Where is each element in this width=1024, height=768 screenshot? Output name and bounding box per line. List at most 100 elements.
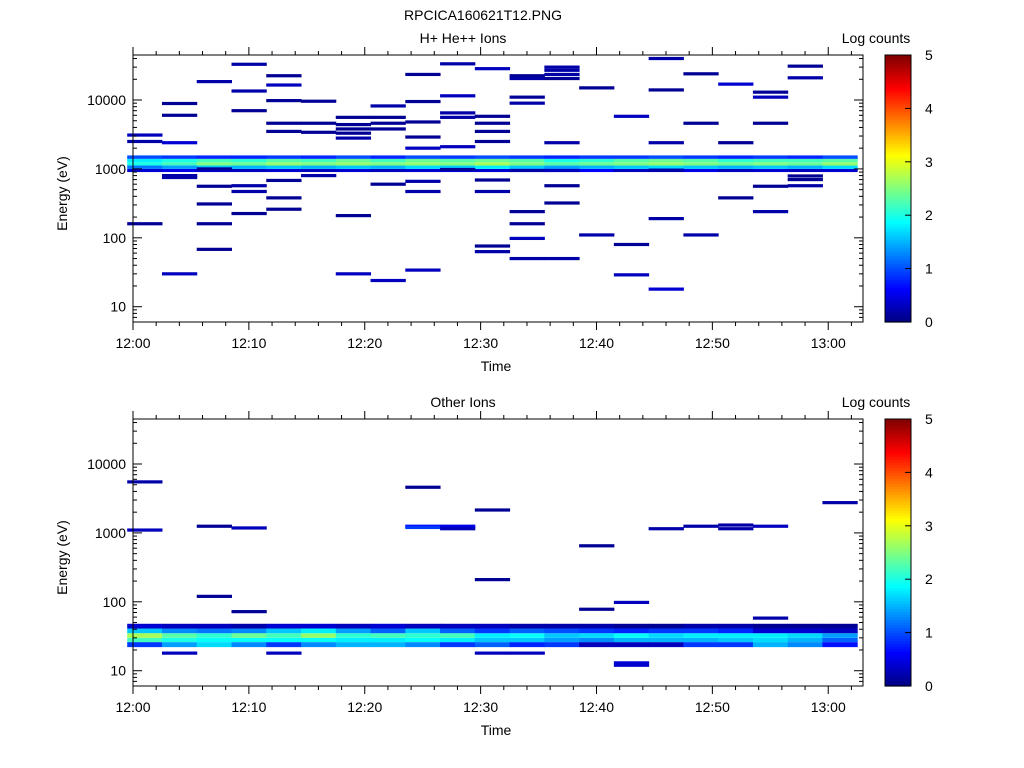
colorbar-swatch (885, 472, 911, 476)
heatmap-cell (266, 99, 302, 103)
heatmap-cell (301, 633, 337, 638)
colorbar-swatch (885, 65, 911, 69)
heatmap-cell (752, 524, 789, 528)
heatmap-cell (370, 121, 406, 125)
heatmap-cell (335, 122, 372, 127)
heatmap-cells (127, 480, 858, 667)
heatmap-cell (787, 184, 823, 188)
colorbar-label: Log counts (842, 394, 911, 410)
heatmap-cell (752, 168, 789, 173)
colorbar-swatch (885, 453, 911, 457)
heatmap-cell (613, 165, 650, 169)
y-axis: 10 100 1000 10000 (87, 58, 863, 318)
heatmap-cell (370, 104, 406, 108)
colorbar-swatch (885, 619, 911, 623)
x-axis-label: Time (481, 358, 512, 374)
colorbar-swatch (885, 613, 911, 618)
colorbar-swatch (885, 188, 911, 192)
heatmap-cell (822, 628, 858, 634)
colorbar-swatch (885, 637, 911, 642)
heatmap-cell (752, 637, 789, 643)
colorbar-swatch (885, 212, 911, 216)
colorbar-swatch (885, 57, 911, 61)
heatmap-cell (440, 628, 476, 634)
colorbar-swatch (885, 111, 911, 115)
heatmap-cell (440, 633, 476, 638)
heatmap-cell (335, 628, 372, 634)
heatmap-cell (509, 642, 545, 648)
heatmap-cell (370, 115, 406, 119)
colorbar-swatch (885, 517, 911, 522)
heatmap-cell (787, 637, 823, 643)
colorbar-swatch (885, 228, 911, 232)
heatmap-cell (474, 508, 511, 512)
colorbar-frame (884, 54, 912, 323)
heatmap-cell (405, 623, 441, 629)
heatmap-cell (752, 165, 789, 169)
heatmap-cell (231, 89, 267, 93)
heatmap-cell (127, 162, 163, 166)
colorbar-swatch (885, 539, 911, 543)
colorbar-swatch (885, 161, 911, 166)
colorbar-swatch (885, 79, 911, 83)
colorbar-swatch (885, 451, 911, 455)
colorbar-swatch (885, 137, 911, 142)
colorbar-swatch (885, 429, 911, 433)
heatmap-cell (474, 623, 511, 629)
heatmap-cell (544, 168, 580, 173)
colorbar-swatch (885, 443, 911, 447)
colorbar-swatch (885, 680, 911, 684)
heatmap-cell (752, 628, 789, 634)
colorbar-swatch (885, 480, 911, 484)
heatmap-cell (752, 633, 789, 638)
heatmap-cell (474, 67, 511, 71)
heatmap-cell (474, 114, 511, 118)
heatmap-cell (127, 222, 163, 226)
colorbar-swatch (885, 295, 911, 299)
heatmap-cell (718, 141, 754, 145)
y-axis-label: Energy (eV) (54, 156, 70, 231)
heatmap-cell (127, 637, 163, 643)
heatmap-cell (683, 162, 719, 166)
heatmap-cell (127, 628, 163, 634)
colorbar-swatch (885, 185, 911, 190)
heatmap-cell (579, 633, 615, 638)
heatmap-cell (613, 663, 650, 667)
colorbar-swatch (885, 597, 911, 602)
colorbar-tick-label: 1 (925, 625, 933, 641)
heatmap-cell (683, 168, 719, 173)
heatmap-cell (301, 155, 337, 159)
colorbar-swatch (885, 549, 911, 554)
heatmap-cell (544, 201, 580, 205)
colorbar-tick-label: 5 (925, 411, 933, 427)
x-tick-label: 12:40 (579, 335, 614, 351)
heatmap-cell (161, 165, 198, 169)
colorbar-swatch (885, 135, 911, 139)
colorbar-swatch (885, 659, 911, 663)
heatmap-cell (544, 623, 580, 629)
colorbar-swatch (885, 467, 911, 471)
colorbar-swatch (885, 669, 911, 674)
heatmap-cell (822, 168, 858, 173)
heatmap-cell (509, 633, 545, 638)
colorbar-swatch (885, 151, 911, 155)
heatmap-cell (822, 155, 858, 159)
heatmap-cell (231, 610, 267, 614)
colorbar-swatch (885, 148, 911, 152)
colorbar-swatch (885, 132, 911, 136)
heatmap-cell (509, 74, 545, 78)
colorbar-swatch (885, 496, 911, 500)
heatmap-cell (231, 62, 267, 66)
colorbar-swatch (885, 544, 911, 548)
heatmap-cell (266, 162, 302, 166)
heatmap-cell (509, 637, 545, 643)
heatmap-cell (301, 130, 337, 134)
colorbar-swatch (885, 595, 911, 599)
heatmap-cell (127, 633, 163, 638)
colorbar-swatch (885, 592, 911, 596)
colorbar-swatch (885, 172, 911, 176)
heatmap-cell (161, 168, 198, 173)
heatmap-cell (335, 272, 372, 276)
x-tick-label: 12:30 (463, 335, 498, 351)
heatmap-cell (196, 155, 232, 159)
